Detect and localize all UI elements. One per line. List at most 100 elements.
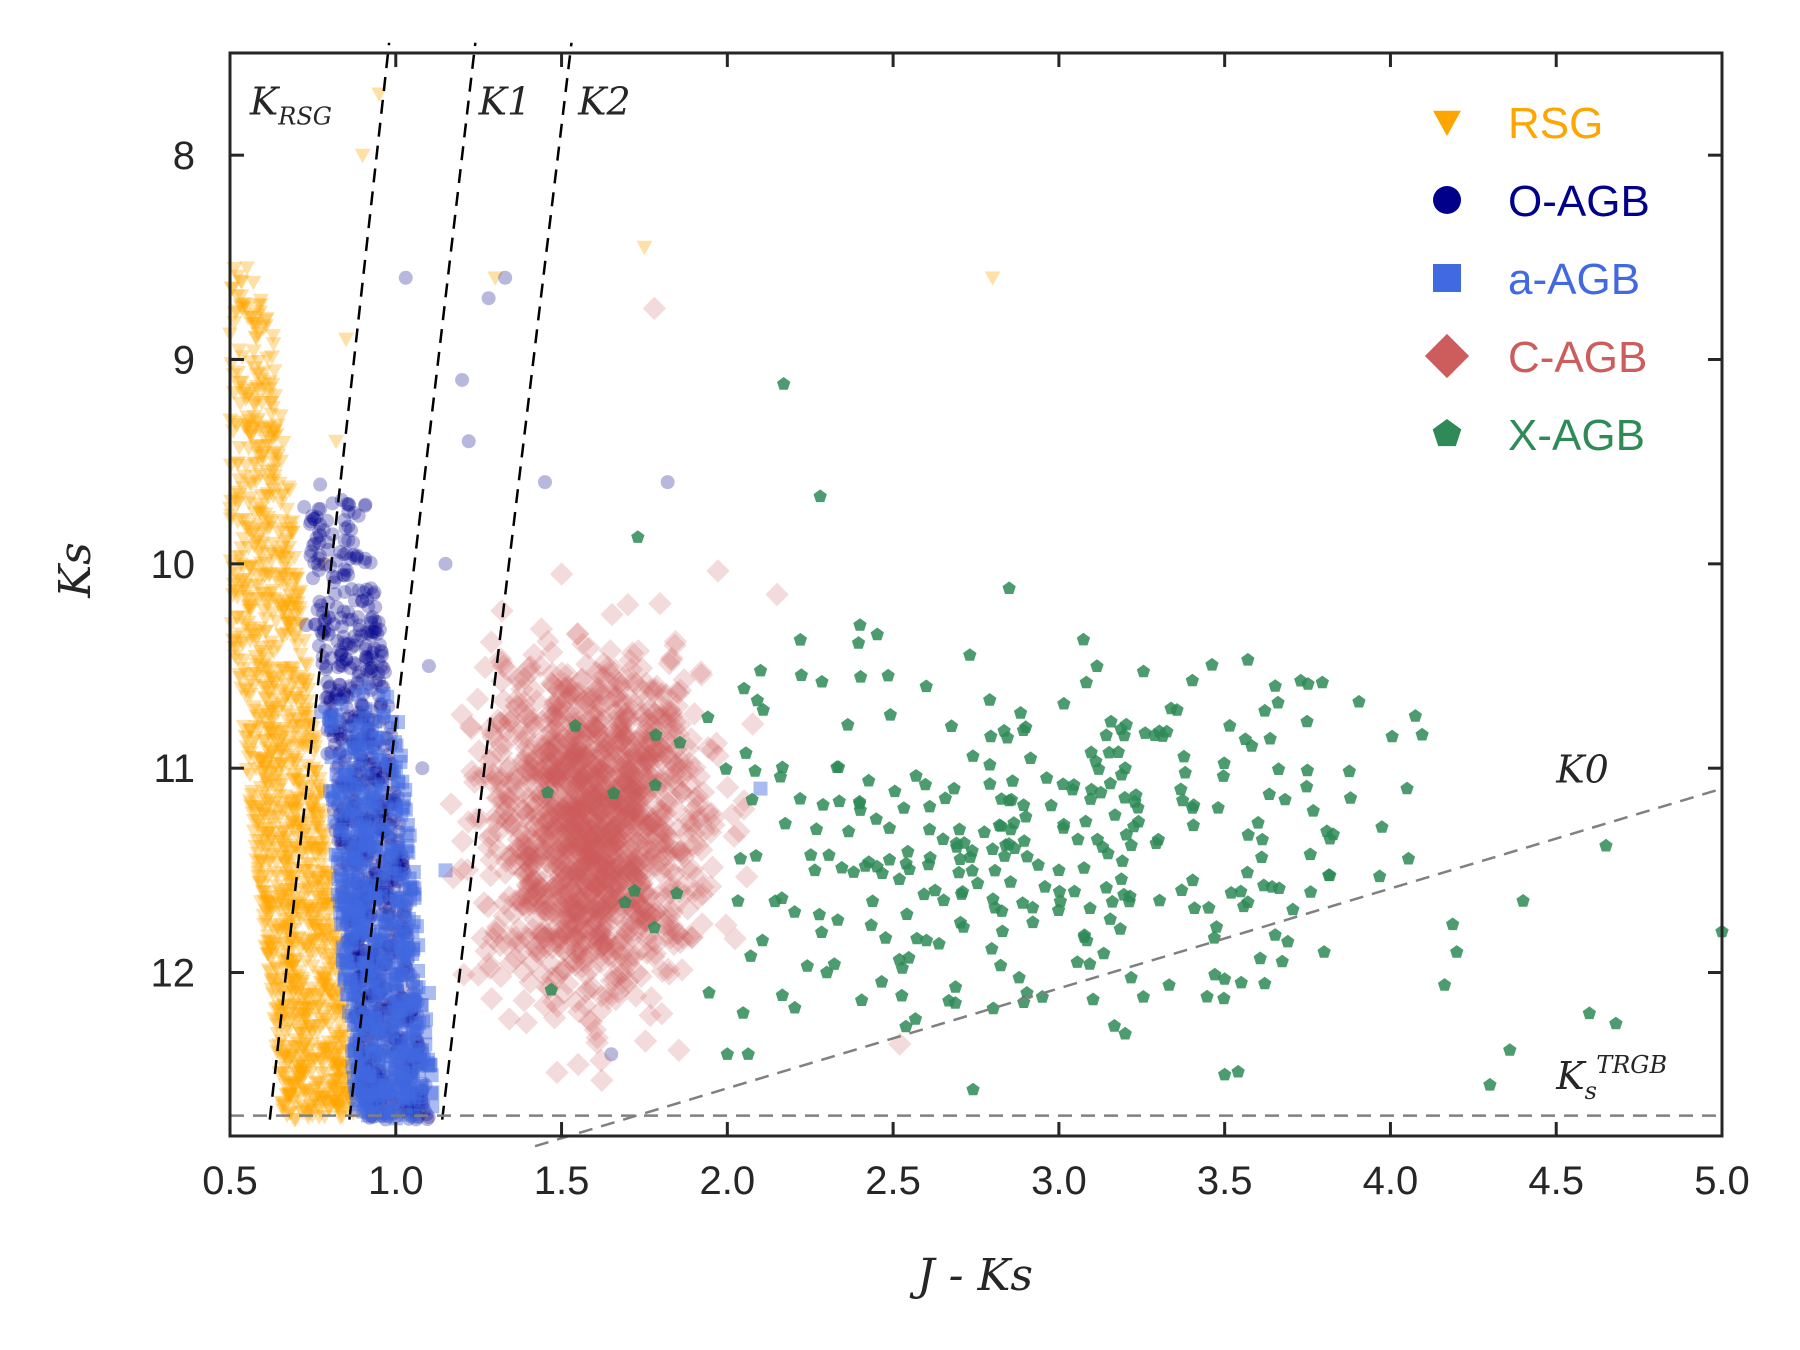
data-point [330, 1040, 347, 1056]
data-point [266, 1012, 283, 1027]
data-point [309, 873, 326, 889]
data-point [1070, 955, 1084, 968]
x-tick-label: 3.5 [1197, 1159, 1253, 1203]
data-point [733, 851, 748, 865]
data-point [271, 981, 288, 997]
data-point [1275, 954, 1289, 968]
data-point [329, 600, 344, 615]
data-point [292, 647, 309, 663]
data-point [425, 1099, 440, 1114]
data-point [384, 950, 399, 965]
data-point [1304, 885, 1318, 898]
data-point [327, 1073, 344, 1089]
data-point [371, 987, 386, 1002]
annotation-krsg: KRSG [249, 79, 332, 130]
data-point [315, 1089, 332, 1105]
data-point [362, 1082, 377, 1097]
data-point [1202, 900, 1216, 914]
data-point [1079, 814, 1093, 828]
data-point [255, 382, 272, 397]
data-point [257, 939, 274, 955]
data-point [590, 1068, 614, 1092]
data-point [252, 854, 269, 869]
data-point [302, 947, 319, 962]
data-point [235, 300, 252, 315]
data-point [290, 1060, 307, 1075]
data-point [315, 1039, 332, 1055]
data-point [1004, 792, 1019, 806]
data-point [303, 918, 320, 934]
data-point [328, 1099, 345, 1115]
data-point [292, 813, 309, 829]
data-point [365, 750, 380, 765]
data-point [265, 683, 282, 698]
data-point [269, 841, 286, 856]
data-point [297, 1038, 314, 1053]
data-point [360, 767, 375, 782]
data-point [265, 976, 282, 991]
data-point [331, 1091, 348, 1106]
data-point [336, 916, 351, 931]
data-point [366, 625, 381, 640]
data-point [300, 816, 317, 832]
data-point [633, 1029, 658, 1053]
data-point [281, 567, 298, 583]
data-point [282, 855, 299, 870]
data-point [318, 973, 335, 989]
data-point [336, 1057, 353, 1072]
data-point [854, 669, 868, 683]
data-point [368, 982, 383, 997]
data-point [330, 1058, 347, 1073]
data-point [297, 954, 314, 970]
data-point [338, 1071, 355, 1086]
data-point [236, 469, 253, 484]
data-point [272, 923, 289, 939]
data-point [879, 931, 893, 944]
data-point [267, 960, 284, 975]
data-point [274, 936, 291, 951]
data-point [244, 800, 261, 815]
data-point [1012, 970, 1026, 984]
data-point [258, 896, 275, 911]
data-point [1205, 657, 1219, 671]
data-point [923, 850, 937, 864]
data-point [254, 878, 271, 893]
data-point [242, 491, 259, 506]
data-point [328, 1056, 345, 1072]
data-point [266, 847, 283, 863]
data-point [331, 960, 348, 975]
data-point [313, 823, 330, 839]
data-point [404, 1009, 419, 1024]
data-point [289, 774, 306, 789]
data-point [1187, 901, 1202, 914]
data-point [253, 455, 270, 470]
data-point [332, 1063, 349, 1078]
data-point [278, 889, 295, 904]
data-point [311, 933, 328, 948]
data-point [306, 1052, 323, 1067]
data-point [246, 361, 263, 376]
data-point [259, 838, 276, 854]
data-point [261, 382, 278, 397]
data-point [328, 936, 345, 951]
data-point [259, 464, 276, 480]
data-point [329, 985, 346, 1000]
data-point [263, 407, 280, 423]
data-point [1113, 922, 1127, 935]
data-point [309, 870, 326, 886]
data-point [260, 895, 277, 910]
data-point [289, 952, 306, 968]
data-point [242, 429, 259, 444]
data-point [315, 1042, 332, 1057]
data-point [1077, 928, 1092, 941]
data-point [288, 898, 305, 914]
data-point [936, 832, 950, 845]
data-point [291, 669, 308, 685]
data-point [355, 811, 370, 826]
data-point [245, 678, 262, 694]
data-point [932, 936, 946, 950]
data-point [359, 582, 374, 597]
data-point [332, 643, 347, 658]
data-point [337, 562, 352, 577]
data-point [1005, 774, 1020, 787]
